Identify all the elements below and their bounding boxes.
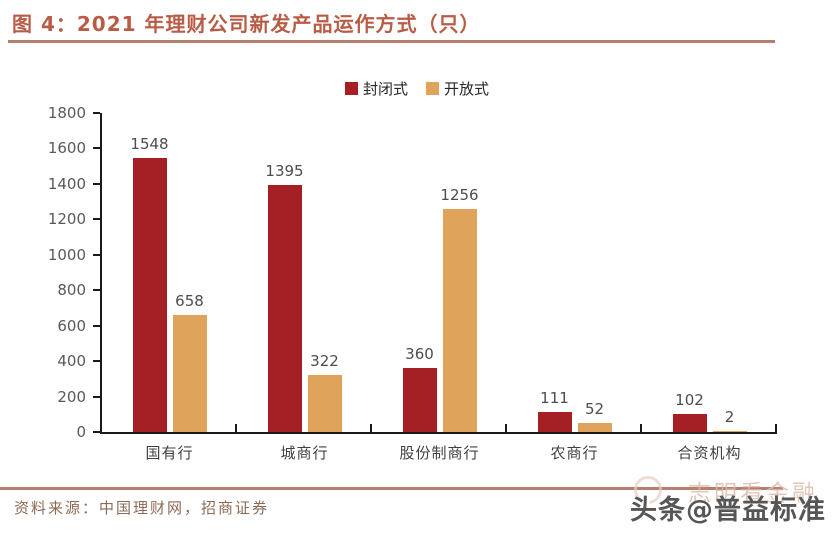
y-axis-tick: [93, 253, 100, 256]
watermark-logo-icon: [634, 476, 662, 504]
bar-value-label: 1256: [440, 186, 479, 204]
bar-open: [712, 431, 747, 432]
chart-legend: 封闭式 开放式: [0, 78, 834, 99]
x-axis-tick: [370, 424, 372, 432]
y-axis-tick-label: 200: [57, 387, 86, 406]
legend-label-closed: 封闭式: [362, 80, 408, 98]
bar-value-label: 52: [584, 400, 605, 418]
category-label: 农商行: [550, 444, 599, 462]
bar-value-label: 360: [405, 345, 434, 363]
y-axis-tick-label: 1400: [47, 174, 86, 193]
legend-swatch-closed-icon: [344, 82, 358, 95]
category-label: 城商行: [280, 444, 329, 462]
x-axis-tick: [505, 424, 507, 432]
y-axis-tick: [93, 147, 100, 150]
y-axis-tick-label: 400: [57, 352, 86, 371]
x-axis-tick: [640, 424, 642, 432]
bar-value-label: 322: [310, 352, 339, 370]
bar-open: [442, 209, 477, 432]
category-label: 股份制商行: [399, 444, 480, 462]
y-axis-tick: [93, 324, 100, 327]
bar-closed: [672, 414, 707, 432]
y-axis-tick-label: 0: [76, 423, 86, 441]
bar-value-label: 658: [175, 292, 204, 310]
y-axis-tick: [93, 395, 100, 398]
y-axis-tick-label: 1200: [47, 210, 86, 229]
y-axis-tick: [93, 182, 100, 185]
y-axis-tick: [93, 431, 100, 433]
legend-swatch-open-icon: [426, 82, 439, 95]
x-axis-tick: [235, 424, 237, 432]
bar-value-label: 1395: [265, 162, 304, 180]
title-rule: [8, 40, 775, 43]
bar-open: [307, 375, 342, 432]
y-axis-tick: [93, 289, 100, 292]
bottom-rule: [0, 487, 783, 490]
y-axis-tick: [93, 218, 100, 221]
y-axis-tick-label: 1800: [47, 104, 86, 122]
bar-open: [172, 315, 207, 432]
bar-value-label: 102: [675, 391, 704, 409]
x-axis-tick: [775, 424, 777, 432]
source-note: 资料来源：中国理财网，招商证券: [14, 499, 270, 517]
category-label: 国有行: [145, 444, 194, 462]
watermark-faint-text: 志明看金融: [688, 481, 818, 507]
bar-value-label: 2: [724, 408, 735, 426]
bar-value-label: 111: [540, 389, 569, 407]
legend-label-open: 开放式: [444, 80, 490, 98]
bar-value-label: 1548: [130, 135, 169, 153]
y-axis-tick-label: 1000: [47, 245, 86, 264]
legend-item-open: 开放式: [426, 78, 489, 99]
y-axis-tick-label: 800: [57, 281, 86, 300]
y-axis-tick-label: 600: [57, 316, 86, 335]
y-axis-tick-label: 1600: [47, 139, 86, 158]
bar-closed: [537, 412, 572, 432]
figure-title: 图 4：2021 年理财公司新发产品运作方式（只）: [12, 12, 481, 36]
bar-open: [577, 423, 612, 432]
watermark: 志明看金融 头条@普益标准: [550, 470, 830, 534]
legend-item-closed: 封闭式: [344, 78, 408, 99]
y-axis-tick: [93, 112, 100, 114]
bar-closed: [402, 368, 437, 432]
y-axis-tick: [93, 360, 100, 363]
bar-closed: [267, 185, 302, 432]
bar-chart: 0 200 400 600 800 1000 1200 1400 1600 1800 1548 658…: [48, 104, 777, 462]
bar-closed: [132, 158, 167, 432]
category-label: 合资机构: [677, 444, 742, 462]
plot-area: 0 200 400 600 800 1000 1200 1400 1600 1800 1548 658…: [48, 104, 777, 462]
watermark-main-text: 头条@普益标准: [630, 495, 826, 526]
